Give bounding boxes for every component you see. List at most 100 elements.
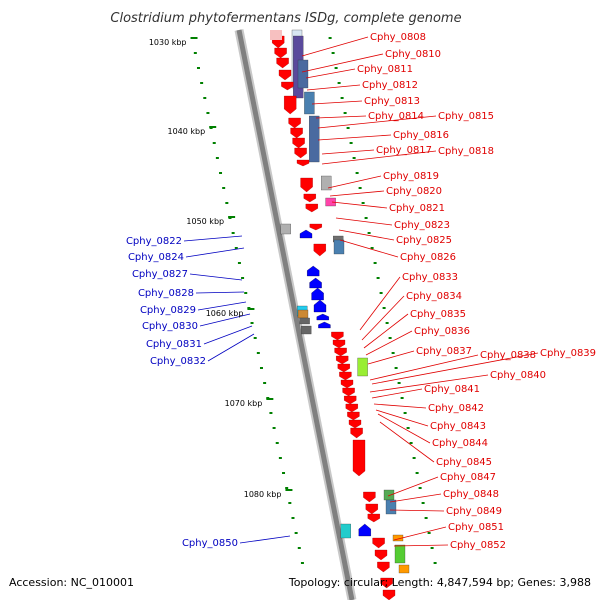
gene-label-forward[interactable]: Cphy_0848 [443,489,499,500]
gene-label-forward[interactable]: Cphy_0844 [432,438,488,449]
forward-leader-line [306,84,361,91]
gene-label-forward[interactable]: Cphy_0820 [386,186,442,197]
gene-label-forward[interactable]: Cphy_0816 [393,130,449,141]
gene-label-reverse[interactable]: Cphy_0832 [150,356,206,367]
forward-gene-arrow [382,589,396,600]
feature-box [304,91,315,115]
track-dot [418,487,422,489]
gene-label-forward[interactable]: Cphy_0814 [368,111,424,122]
gene-label-forward[interactable]: Cphy_0842 [428,403,484,414]
track-dot [385,322,389,324]
feature-box [299,317,310,325]
track-dot [358,187,362,189]
forward-gene-arrow [303,193,316,203]
scale-dot [278,457,282,459]
gene-label-forward[interactable]: Cphy_0812 [362,80,418,91]
gene-label-forward[interactable]: Cphy_0808 [370,32,426,43]
forward-leader-line [389,509,445,512]
gene-label-forward[interactable]: Cphy_0821 [389,203,445,214]
track-dot [352,157,356,159]
scale-dot [259,367,263,369]
forward-gene-arrow [276,57,289,69]
forward-gene-partial [270,30,282,40]
scale-dot [275,442,279,444]
gene-label-forward[interactable]: Cphy_0837 [416,346,472,357]
gene-label-forward[interactable]: Cphy_0849 [446,506,502,517]
gene-label-forward[interactable]: Cphy_0811 [357,64,413,75]
reverse-gene-arrow [307,265,320,277]
gene-label-reverse[interactable]: Cphy_0830 [142,321,198,332]
gene-label-reverse[interactable]: Cphy_0831 [146,339,202,350]
gene-label-forward[interactable]: Cphy_0819 [383,171,439,182]
scale-dot [291,517,295,519]
track-dot [400,397,404,399]
reverse-leader-line [207,333,255,362]
gene-label-forward[interactable]: Cphy_0813 [364,96,420,107]
forward-leader-line [373,403,427,409]
gene-label-reverse[interactable]: Cphy_0822 [126,236,182,247]
scale-dot [297,547,301,549]
gene-label-forward[interactable]: Cphy_0841 [424,384,480,395]
scale-dot [288,502,292,504]
track-dot [430,547,434,549]
genome-summary-text: Topology: circular; Length: 4,847,594 bp… [288,576,591,589]
scale-dot [203,97,207,99]
forward-gene-arrow [380,577,393,589]
feature-box [398,564,410,574]
gene-label-forward[interactable]: Cphy_0845 [436,457,492,468]
gene-label-reverse[interactable]: Cphy_0824 [128,252,184,263]
scale-label: 1060 kbp [206,309,244,318]
forward-leader-line [321,149,375,155]
scale-dot [219,172,223,174]
feature-box [280,223,291,235]
gene-label-forward[interactable]: Cphy_0847 [440,472,496,483]
map-title: Clostridium phytofermentans ISDg, comple… [110,11,461,26]
gene-label-reverse[interactable]: Cphy_0828 [138,288,194,299]
gene-labels[interactable]: Cphy_0808 Cphy_0810 Cphy_0811 Cphy_0812 Cphy… [126,32,596,551]
gene-label-forward[interactable]: Cphy_0833 [402,272,458,283]
forward-leader-line [359,276,401,331]
forward-leader-line [329,190,385,197]
gene-label-forward[interactable]: Cphy_0838 [480,350,536,361]
scale-dot [215,157,219,159]
gene-label-forward[interactable]: Cphy_0839 [540,348,596,359]
gene-label-reverse[interactable]: Cphy_0850 [182,538,238,549]
forward-leader-line [317,134,392,141]
forward-gene-arrow [336,355,349,365]
gene-label-forward[interactable]: Cphy_0852 [450,540,506,551]
gene-label-forward[interactable]: Cphy_0818 [438,146,494,157]
track-dot [334,67,338,69]
gene-label-forward[interactable]: Cphy_0826 [400,252,456,263]
forward-gene-arrow [334,347,347,357]
gene-label-forward[interactable]: Cphy_0817 [376,145,432,156]
scale-dot [225,202,229,204]
scale-dot [263,382,267,384]
track-dot [403,412,407,414]
forward-leader-line [315,115,367,119]
gene-label-forward[interactable]: Cphy_0834 [406,291,462,302]
reverse-gene-arrow [358,523,371,537]
gene-label-forward[interactable]: Cphy_0843 [430,421,486,432]
scale-dot [253,337,257,339]
scale-dot [234,247,238,249]
gene-label-forward[interactable]: Cphy_0840 [490,370,546,381]
track-dot [361,202,365,204]
reverse-gene-arrow [299,229,313,239]
gene-label-forward[interactable]: Cphy_0835 [410,309,466,320]
gene-label-forward[interactable]: Cphy_0851 [448,522,504,533]
forward-gene-arrow [296,159,310,167]
forward-leader-line [375,409,429,427]
gene-label-forward[interactable]: Cphy_0815 [438,111,494,122]
forward-gene-arrow [284,95,297,115]
track-dot [388,337,392,339]
gene-label-forward[interactable]: Cphy_0836 [414,326,470,337]
forward-leader-line [301,53,384,73]
gene-label-reverse[interactable]: Cphy_0827 [132,269,188,280]
track-dot [433,562,437,564]
track-dot [340,97,344,99]
gene-label-forward[interactable]: Cphy_0810 [385,49,441,60]
gene-label-forward[interactable]: Cphy_0823 [394,220,450,231]
gene-label-forward[interactable]: Cphy_0825 [396,235,452,246]
gene-label-reverse[interactable]: Cphy_0829 [140,305,196,316]
forward-leader-line [327,175,382,189]
